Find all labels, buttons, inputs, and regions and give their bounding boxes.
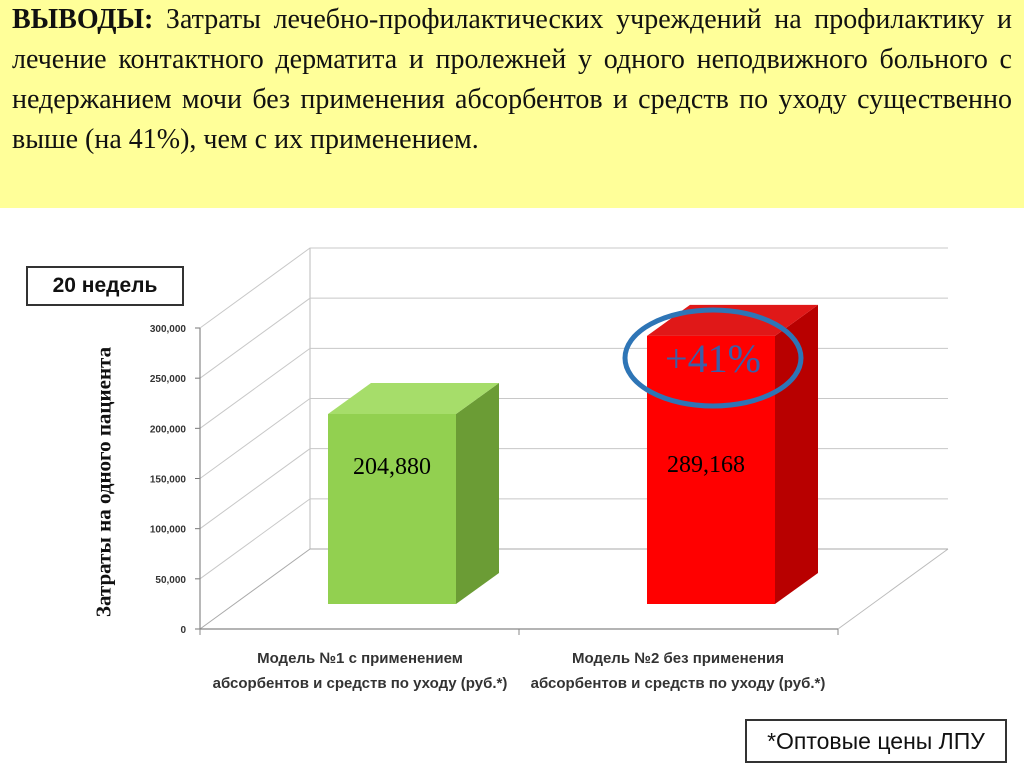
gridline bbox=[199, 548, 948, 630]
x-tick-label-model-2: Модель №2 без применения абсорбентов и с… bbox=[530, 650, 826, 692]
callout-ring bbox=[622, 307, 804, 409]
gridline bbox=[199, 297, 948, 379]
footnote-box: *Оптовые цены ЛПУ bbox=[745, 719, 1007, 763]
y-tick-label: 0 bbox=[180, 625, 186, 636]
gridline bbox=[199, 498, 948, 580]
y-axis-label: Затраты на одного пациента bbox=[91, 346, 116, 618]
conclusion-text: ВЫВОДЫ: Затраты лечебно-профилактических… bbox=[12, 0, 1012, 160]
conclusion-banner: ВЫВОДЫ: Затраты лечебно-профилактических… bbox=[0, 0, 1024, 208]
conclusion-label: ВЫВОДЫ: bbox=[12, 4, 154, 35]
duration-label: 20 недель bbox=[26, 266, 184, 306]
y-tick-label: 200,000 bbox=[150, 424, 187, 435]
data-label-1: 204,880 bbox=[353, 454, 431, 480]
y-tick-label: 100,000 bbox=[150, 525, 187, 536]
conclusion-body: Затраты лечебно-профилактических учрежде… bbox=[12, 4, 1012, 155]
y-tick-label: 150,000 bbox=[150, 475, 187, 486]
bar-2 bbox=[647, 335, 775, 604]
gridline bbox=[199, 448, 948, 530]
floor-right-edge bbox=[837, 548, 949, 630]
y-tick-label: 50,000 bbox=[155, 575, 186, 586]
x-tick-label-model-1: Модель №1 с применением абсорбентов и ср… bbox=[212, 650, 508, 692]
gridline bbox=[199, 398, 948, 479]
y-tick-label: 300,000 bbox=[150, 324, 187, 335]
callout-label: +41% bbox=[665, 336, 761, 381]
bar-side-1 bbox=[456, 383, 499, 604]
data-label-2: 289,168 bbox=[667, 452, 745, 478]
bar-top-1 bbox=[328, 383, 499, 414]
gridline bbox=[199, 247, 948, 329]
bar-1 bbox=[328, 414, 456, 604]
bar-side-2 bbox=[775, 304, 818, 604]
y-tick-label: 250,000 bbox=[150, 374, 187, 385]
gridline bbox=[199, 347, 948, 429]
